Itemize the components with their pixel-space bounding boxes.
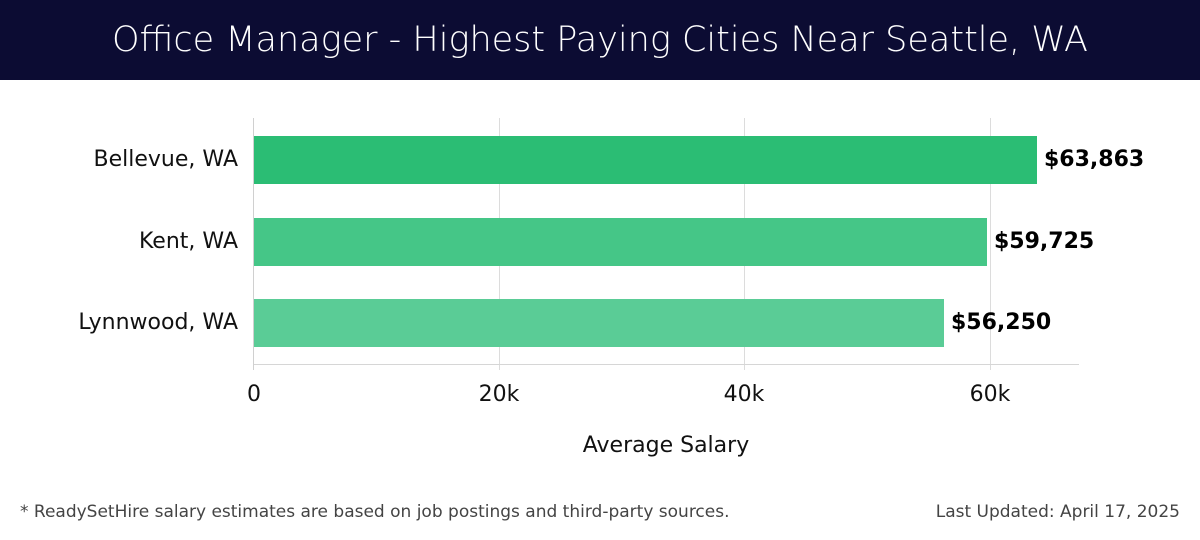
value-label-bellevue: $63,863 bbox=[1044, 147, 1145, 172]
value-label-lynnwood: $56,250 bbox=[951, 310, 1052, 335]
x-axis-title: Average Salary bbox=[582, 433, 750, 458]
x-tick-60k: 60k bbox=[969, 382, 1011, 407]
last-updated: Last Updated: April 17, 2025 bbox=[935, 502, 1180, 522]
bar-kent bbox=[254, 218, 987, 266]
x-tick-20k: 20k bbox=[478, 382, 520, 407]
y-axis-line bbox=[253, 118, 254, 370]
value-label-kent: $59,725 bbox=[994, 229, 1095, 254]
category-label-bellevue: Bellevue, WA bbox=[93, 147, 238, 172]
category-label-lynnwood: Lynnwood, WA bbox=[78, 310, 238, 335]
gridline-60k bbox=[990, 118, 991, 370]
bar-lynnwood bbox=[254, 299, 944, 347]
x-tick-0: 0 bbox=[247, 382, 261, 407]
title-banner: Office Manager - Highest Paying Cities N… bbox=[0, 0, 1200, 80]
footnote: * ReadySetHire salary estimates are base… bbox=[20, 502, 730, 522]
category-label-kent: Kent, WA bbox=[138, 229, 238, 254]
x-axis-line bbox=[254, 364, 1079, 365]
chart-title: Office Manager - Highest Paying Cities N… bbox=[112, 20, 1088, 60]
x-tick-40k: 40k bbox=[723, 382, 765, 407]
bar-bellevue bbox=[254, 136, 1037, 184]
